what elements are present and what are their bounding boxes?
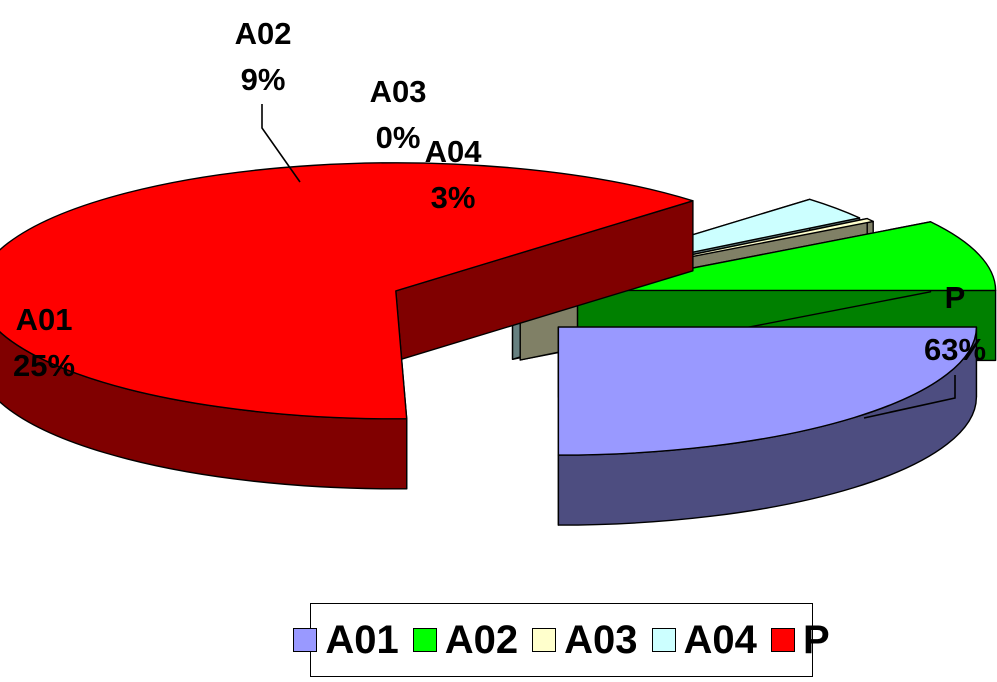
legend-label-a03: A03 xyxy=(564,617,638,662)
pie-slice-a01 xyxy=(557,326,978,456)
label-name-a04: A04 xyxy=(425,134,483,169)
legend-swatch-p xyxy=(770,628,795,652)
pie-slice-p xyxy=(0,162,694,420)
leader-line-a02 xyxy=(261,104,301,183)
legend-item-a02: A02 xyxy=(412,617,519,663)
label-name-a01: A01 xyxy=(16,302,73,337)
legend-label-p: P xyxy=(802,617,830,662)
label-percent-p: 63% xyxy=(924,332,986,367)
legend-swatch-a03 xyxy=(532,628,557,652)
label-percent-a01: 25% xyxy=(13,348,75,383)
legend-label-a02: A02 xyxy=(444,617,519,662)
label-name-a02: A02 xyxy=(235,16,292,51)
legend-item-a01: A01 xyxy=(293,617,399,663)
legend-swatch-a04 xyxy=(651,628,676,652)
label-name-a03: A03 xyxy=(370,74,427,109)
chart-legend: A01 A02 A03 A04 P xyxy=(293,603,830,677)
legend-label-a04: A04 xyxy=(683,617,757,662)
leader-line-p xyxy=(863,375,956,419)
legend-item-a04: A04 xyxy=(651,617,757,663)
legend-swatch-a01 xyxy=(293,628,318,652)
legend-item-p: P xyxy=(770,617,830,663)
label-percent-a04: 3% xyxy=(431,180,476,215)
pie-labels: A02 9% A03 0% A04 3% A01 25% P 63% xyxy=(13,16,986,419)
legend-item-a03: A03 xyxy=(532,617,638,663)
pie-chart: A02 9% A03 0% A04 3% A01 25% P 63% xyxy=(0,16,997,526)
legend-label-a01: A01 xyxy=(325,617,399,662)
legend-swatch-a02 xyxy=(412,628,437,652)
pie-slices xyxy=(0,162,997,526)
label-percent-a02: 9% xyxy=(241,62,286,97)
label-name-p: P xyxy=(945,280,966,315)
label-percent-a03: 0% xyxy=(376,120,421,155)
